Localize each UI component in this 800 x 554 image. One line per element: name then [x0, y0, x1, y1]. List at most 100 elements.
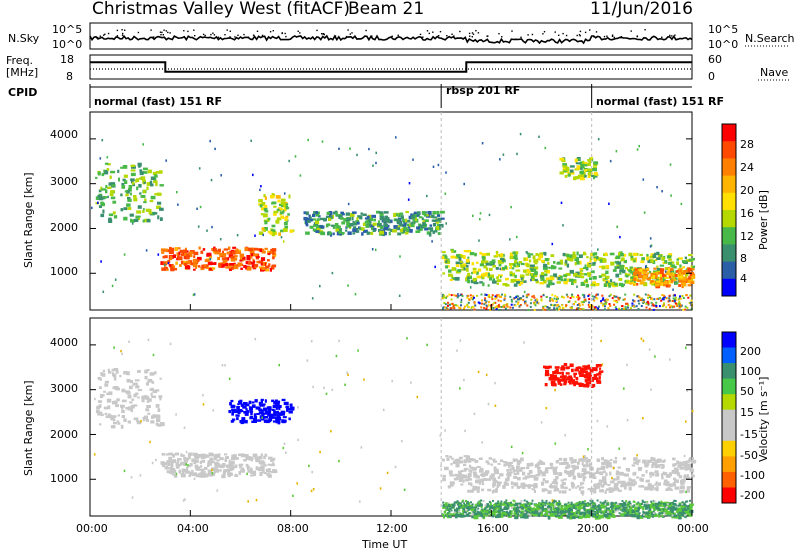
power-echo: [654, 271, 659, 276]
velocity-echo: [645, 505, 649, 509]
velocity-echo: [628, 509, 632, 512]
velocity-echo: [607, 483, 611, 487]
power-echo: [368, 218, 371, 222]
power-echo: [198, 265, 201, 268]
velocity-echo: [194, 464, 199, 468]
power-echo: [684, 256, 687, 259]
power-echo: [586, 262, 590, 265]
velocity-echo: [272, 420, 277, 423]
velocity-echo: [575, 381, 579, 385]
velocity-echo: [176, 460, 180, 463]
power-sparse-echo: [356, 153, 358, 157]
velocity-echo: [572, 381, 575, 385]
velocity-echo: [460, 483, 464, 486]
power-ground-scatter: [608, 295, 611, 298]
velocity-echo: [458, 478, 463, 482]
velocity-echo: [595, 471, 600, 474]
power-echo: [143, 181, 146, 184]
power-echo: [122, 165, 128, 169]
nsky-dot: [579, 35, 581, 37]
power-echo: [671, 269, 675, 274]
power-ground-scatter: [602, 304, 605, 307]
power-echo: [456, 254, 461, 257]
velocity-ground-scatter: [673, 514, 676, 517]
velocity-ground-scatter: [510, 507, 513, 509]
power-ground-scatter: [485, 304, 488, 307]
nsky-dot: [471, 32, 474, 34]
velocity-ground-scatter: [643, 501, 646, 504]
power-echo: [575, 271, 581, 275]
power-cbar-tick: 12: [740, 230, 754, 243]
velocity-echo: [549, 483, 553, 487]
power-echo: [630, 255, 634, 260]
power-echo: [445, 265, 448, 269]
velocity-echo: [617, 503, 623, 506]
power-echo: [492, 280, 497, 284]
velocity-echo: [527, 484, 531, 488]
power-echo: [534, 261, 538, 265]
velocity-echo: [181, 473, 186, 477]
power-echo: [186, 260, 190, 265]
velocity-echo: [188, 455, 191, 460]
velocity-ground-scatter: [627, 511, 629, 514]
velocity-echo: [549, 374, 555, 378]
power-ground-scatter: [505, 303, 508, 306]
velocity-sparse-echo: [485, 373, 488, 377]
velocity-ground-scatter: [622, 505, 624, 508]
velocity-echo: [469, 489, 475, 493]
velocity-sparse-echo: [212, 409, 214, 412]
power-echo: [518, 261, 523, 264]
power-ground-scatter: [669, 306, 671, 309]
power-echo: [630, 258, 635, 261]
power-echo: [130, 219, 135, 223]
power-echo: [557, 276, 561, 281]
velocity-echo: [180, 461, 185, 465]
power-echo: [316, 218, 320, 221]
velocity-ground-scatter: [538, 510, 541, 513]
power-ground-scatter: [518, 298, 521, 301]
power-echo: [452, 250, 457, 253]
power-ground-scatter: [527, 308, 530, 311]
power-echo: [547, 261, 550, 265]
velocity-echo: [483, 508, 486, 512]
power-ground-scatter: [576, 296, 578, 298]
power-ground-scatter: [536, 298, 539, 301]
velocity-echo: [533, 489, 536, 493]
power-echo: [438, 217, 442, 221]
velocity-echo: [100, 394, 104, 399]
power-ground-scatter: [565, 304, 568, 307]
velocity-ground-scatter: [589, 502, 592, 505]
power-echo: [128, 185, 133, 189]
power-echo: [98, 205, 102, 208]
nsky-dot: [204, 34, 206, 37]
power-ground-scatter: [593, 308, 596, 311]
power-echo: [676, 258, 679, 261]
power-echo: [651, 280, 654, 283]
velocity-echo: [584, 378, 588, 383]
power-echo: [654, 274, 658, 279]
velocity-echo: [622, 501, 627, 505]
power-echo: [485, 267, 489, 271]
power-echo: [576, 167, 581, 170]
power-ground-scatter: [562, 307, 565, 310]
velocity-sparse-echo: [312, 488, 315, 491]
power-echo: [564, 260, 568, 264]
velocity-ground-scatter: [462, 514, 465, 517]
power-ground-scatter: [484, 297, 487, 300]
velocity-ground-scatter: [573, 506, 575, 509]
velocity-ground-scatter: [604, 511, 607, 514]
power-ground-scatter: [678, 305, 681, 308]
nsky-panel-frame: [89, 22, 693, 50]
velocity-echo: [633, 457, 638, 461]
power-ground-scatter: [561, 304, 564, 307]
power-echo: [545, 277, 550, 281]
nsky-dot: [103, 34, 105, 36]
power-echo: [308, 214, 311, 219]
velocity-echo: [555, 472, 558, 475]
power-ground-scatter: [441, 307, 444, 310]
power-echo: [104, 162, 109, 165]
power-ground-scatter: [637, 299, 640, 302]
velocity-echo: [590, 475, 596, 479]
velocity-sparse-echo: [308, 464, 310, 468]
power-ground-scatter: [540, 299, 543, 302]
